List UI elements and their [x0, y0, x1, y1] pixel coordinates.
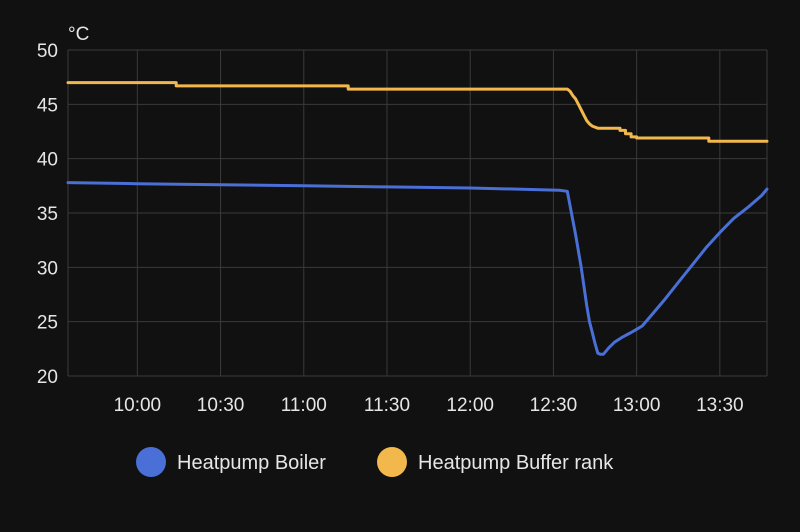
x-tick-label: 10:00 — [114, 395, 162, 416]
y-unit-label: °C — [68, 24, 89, 45]
x-tick-label: 13:30 — [696, 395, 744, 416]
y-tick-label: 20 — [37, 367, 58, 388]
legend-label: Heatpump Buffer rank — [418, 452, 614, 474]
series-line-buffer — [66, 81, 769, 143]
x-tick-label: 13:00 — [613, 395, 661, 416]
legend-item-buffer[interactable]: Heatpump Buffer rank — [377, 447, 614, 477]
x-tick-label: 12:00 — [446, 395, 494, 416]
legend-item-boiler[interactable]: Heatpump Boiler — [136, 447, 326, 477]
series-lines — [66, 81, 769, 356]
x-tick-label: 12:30 — [530, 395, 578, 416]
y-axis-ticks: 20 25 30 35 40 45 50 — [37, 41, 58, 388]
series-line-boiler — [66, 181, 769, 356]
legend-label: Heatpump Boiler — [177, 452, 326, 474]
legend: Heatpump Boiler Heatpump Buffer rank — [136, 447, 614, 477]
x-tick-label: 10:30 — [197, 395, 245, 416]
y-tick-label: 30 — [37, 258, 58, 279]
y-tick-label: 45 — [37, 95, 58, 116]
legend-swatch — [377, 447, 407, 477]
x-axis-ticks: 10:00 10:30 11:00 11:30 12:00 12:30 13:00 13:30 — [114, 395, 744, 416]
x-tick-label: 11:30 — [364, 395, 410, 416]
x-tick-label: 11:00 — [281, 395, 327, 416]
y-tick-label: 35 — [37, 204, 58, 225]
y-tick-label: 25 — [37, 313, 58, 334]
y-tick-label: 40 — [37, 150, 58, 171]
grid — [67, 49, 768, 377]
legend-swatch — [136, 447, 166, 477]
y-tick-label: 50 — [37, 41, 58, 62]
